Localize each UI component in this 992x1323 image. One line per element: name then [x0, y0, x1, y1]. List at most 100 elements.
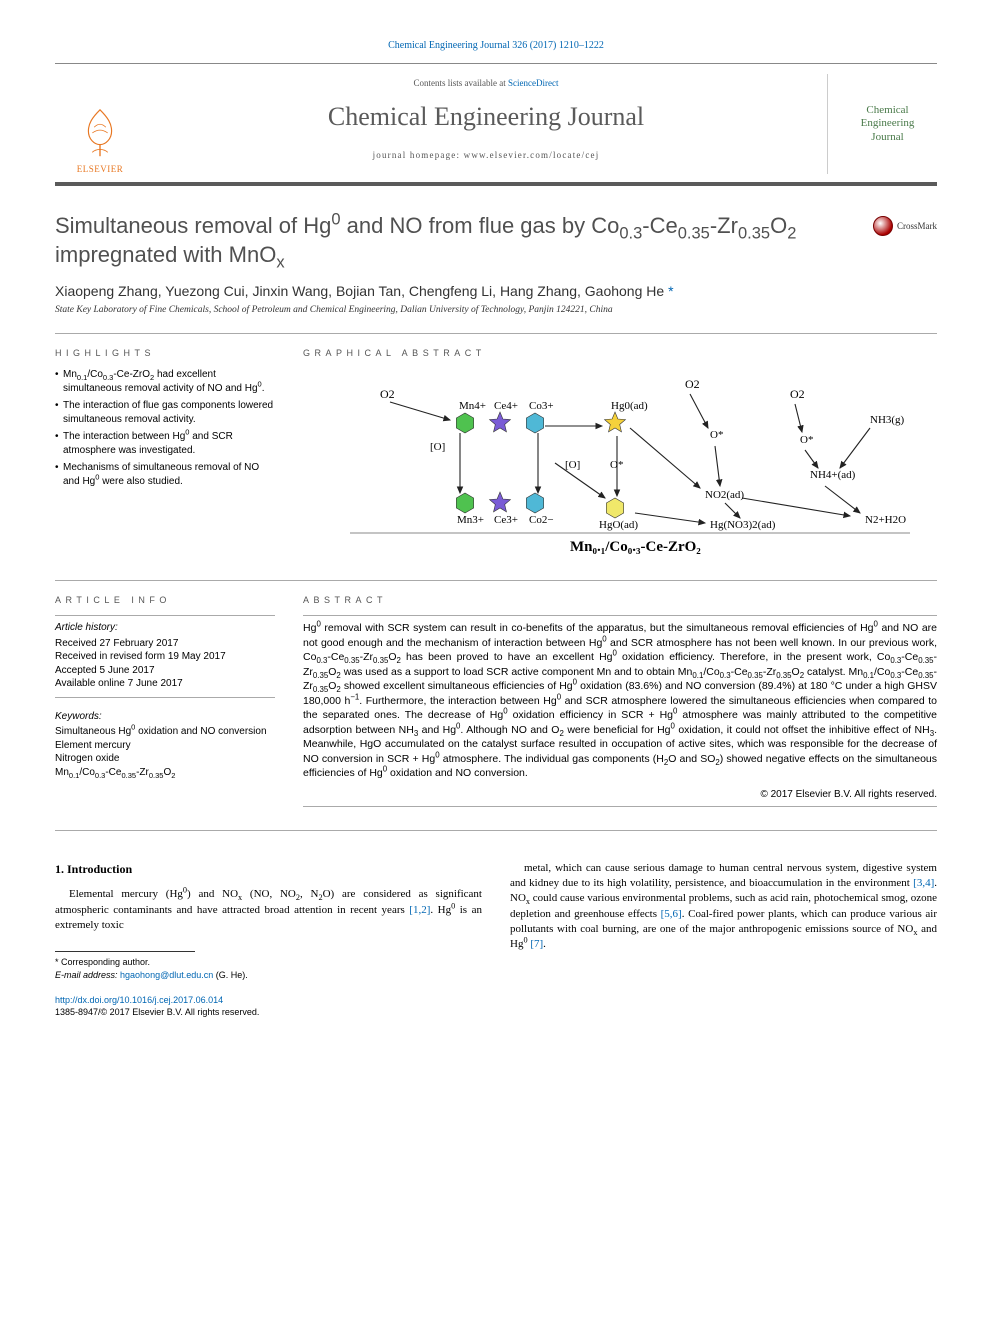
ga-text-label: [O] — [430, 441, 445, 453]
ga-text-label: N2+H2O — [865, 514, 906, 526]
article-info-heading: ARTICLE INFO — [55, 595, 275, 605]
intro-col-left: 1. Introduction Elemental mercury (Hg0) … — [55, 861, 482, 1019]
ga-arrow — [825, 486, 860, 513]
email-suffix: (G. He). — [213, 970, 248, 980]
homepage-prefix: journal homepage: — [373, 150, 464, 160]
ga-arrow — [635, 513, 705, 523]
ga-text-label: Hg(NO3)2(ad) — [710, 519, 776, 531]
cover-title-line1: Chemical — [866, 104, 908, 117]
ga-text-label: O2 — [790, 387, 805, 401]
ga-text-label: [O] — [565, 459, 580, 471]
ga-node-label: Ce4+ — [494, 400, 518, 412]
highlights-heading: HIGHLIGHTS — [55, 348, 275, 358]
article-history-line: Accepted 5 June 2017 — [55, 664, 275, 678]
highlight-item: The interaction between Hg0 and SCR atmo… — [55, 430, 275, 457]
ga-node-ce4 — [490, 412, 511, 432]
sciencedirect-link[interactable]: ScienceDirect — [508, 78, 558, 88]
affiliation: State Key Laboratory of Fine Chemicals, … — [55, 305, 937, 315]
doi-link[interactable]: http://dx.doi.org/10.1016/j.cej.2017.06.… — [55, 995, 223, 1005]
keyword-line: Simultaneous Hg0 oxidation and NO conver… — [55, 725, 275, 739]
highlights-block: HIGHLIGHTS Mn0.1/Co0.3-Ce-ZrO2 had excel… — [55, 348, 275, 562]
contents-available-line: Contents lists available at ScienceDirec… — [155, 78, 817, 88]
corresponding-email-link[interactable]: hgaohong@dlut.edu.cn — [120, 970, 213, 980]
contents-prefix: Contents lists available at — [414, 78, 508, 88]
rule-after-ga — [55, 580, 937, 581]
ga-node-label: Co2− — [529, 514, 554, 526]
highlights-list: Mn0.1/Co0.3-Ce-ZrO2 had excellent simult… — [55, 368, 275, 488]
ga-arrow — [840, 428, 870, 468]
ga-arrow — [805, 450, 818, 468]
ga-node-label: Co3+ — [529, 400, 554, 412]
ga-node-co3 — [526, 413, 543, 433]
ga-node-mn3 — [456, 493, 473, 513]
article-title: Simultaneous removal of Hg0 and NO from … — [55, 212, 847, 269]
ga-text-label: O* — [710, 429, 723, 441]
ga-node-hgo — [606, 498, 623, 518]
artinfo-rule-top — [55, 615, 275, 616]
ga-node-hg0 — [605, 412, 626, 432]
crossmark-label: CrossMark — [897, 221, 937, 231]
keyword-line: Nitrogen oxide — [55, 752, 275, 766]
artinfo-rule-mid — [55, 697, 275, 698]
corresponding-author-note: * Corresponding author. E-mail address: … — [55, 956, 482, 981]
ga-node-co2 — [526, 493, 543, 513]
abstract-body: Hg0 removal with SCR system can result i… — [303, 621, 937, 780]
ga-text-label: NH3(g) — [870, 414, 905, 426]
ga-node-label: Ce3+ — [494, 514, 518, 526]
corr-label: * Corresponding author. — [55, 956, 482, 969]
ga-text-label: O* — [800, 434, 813, 446]
ga-arrow — [630, 428, 700, 488]
masthead: ELSEVIER Contents lists available at Sci… — [55, 64, 937, 186]
keyword-line: Element mercury — [55, 739, 275, 753]
intro-para-2: metal, which can cause serious damage to… — [510, 861, 937, 953]
ga-text-label: O2 — [380, 387, 395, 401]
article-info-block: ARTICLE INFO Article history: Received 2… — [55, 595, 275, 811]
highlight-item: Mn0.1/Co0.3-Ce-ZrO2 had excellent simult… — [55, 368, 275, 395]
crossmark-icon — [873, 216, 893, 236]
article-history-label: Article history: — [55, 621, 275, 635]
journal-cover: Chemical Engineering Journal — [827, 74, 937, 174]
ga-arrow — [390, 402, 450, 420]
ga-node-mn4 — [456, 413, 473, 433]
highlight-item: The interaction of flue gas components l… — [55, 399, 275, 426]
cover-title-line3: Journal — [871, 131, 903, 144]
cover-title-line2: Engineering — [861, 117, 915, 130]
ga-node-label: HgO(ad) — [599, 519, 638, 531]
intro-col-right: metal, which can cause serious damage to… — [510, 861, 937, 1019]
crossmark-badge[interactable]: CrossMark — [873, 216, 937, 236]
abstract-copyright: © 2017 Elsevier B.V. All rights reserved… — [303, 789, 937, 800]
ga-node-label: Hg0(ad) — [611, 400, 648, 412]
keyword-line: Mn0.1/Co0.3-Ce0.35-Zr0.35O2 — [55, 766, 275, 780]
graphical-abstract-block: GRAPHICAL ABSTRACT Mn₀.₁/Co₀.₃-Ce-ZrO₂ M… — [303, 348, 937, 562]
ga-text-label: NO2(ad) — [705, 489, 744, 501]
masthead-center: Contents lists available at ScienceDirec… — [145, 74, 827, 174]
abstract-rule-top — [303, 615, 937, 616]
ga-arrow — [715, 446, 720, 486]
ga-arrow — [690, 394, 708, 428]
rule-after-affil — [55, 333, 937, 334]
ga-node-ce3 — [490, 492, 511, 512]
rule-after-abstract — [55, 830, 937, 831]
ga-text-label: O* — [610, 459, 623, 471]
ga-node-label: Mn4+ — [459, 400, 486, 412]
abstract-block: ABSTRACT Hg0 removal with SCR system can… — [303, 595, 937, 811]
homepage-url[interactable]: www.elsevier.com/locate/cej — [464, 150, 600, 160]
ga-arrow — [742, 498, 850, 516]
publisher-block: ELSEVIER — [55, 74, 145, 174]
graphical-abstract-heading: GRAPHICAL ABSTRACT — [303, 348, 937, 358]
ga-text-label: NH4+(ad) — [810, 469, 856, 481]
journal-name: Chemical Engineering Journal — [155, 102, 817, 132]
journal-homepage-line: journal homepage: www.elsevier.com/locat… — [155, 150, 817, 160]
article-history-line: Received in revised form 19 May 2017 — [55, 650, 275, 664]
article-history-line: Received 27 February 2017 — [55, 637, 275, 651]
citation-line: Chemical Engineering Journal 326 (2017) … — [55, 40, 937, 51]
abstract-heading: ABSTRACT — [303, 595, 937, 605]
graphical-abstract-figure: Mn₀.₁/Co₀.₃-Ce-ZrO₂ Mn4+Ce4+Co3+Mn3+Ce3+… — [303, 368, 937, 558]
ga-arrow — [725, 503, 740, 518]
elsevier-tree-icon — [71, 104, 129, 162]
ga-arrow — [795, 404, 802, 432]
author-list: Xiaopeng Zhang, Yuezong Cui, Jinxin Wang… — [55, 283, 937, 299]
issn-copyright-line: 1385-8947/© 2017 Elsevier B.V. All right… — [55, 1007, 259, 1017]
footnote-rule — [55, 951, 195, 952]
abstract-rule-bottom — [303, 806, 937, 807]
